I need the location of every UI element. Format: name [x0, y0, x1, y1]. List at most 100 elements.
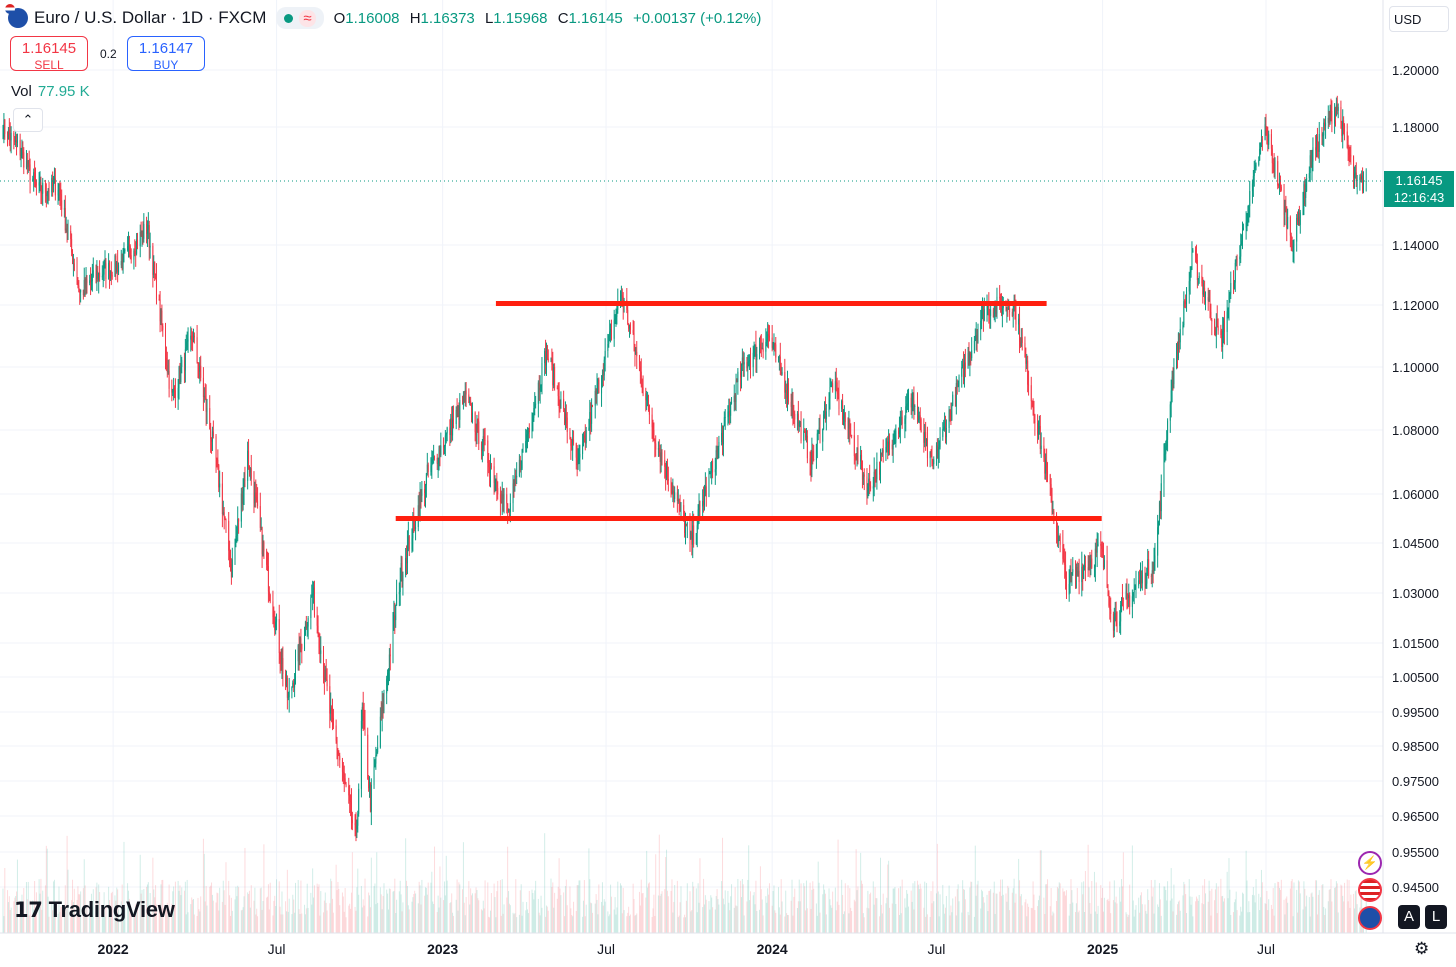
volume-bar [95, 887, 97, 933]
settings-gear-icon[interactable]: ⚙ [1414, 939, 1430, 958]
volume-bar [1177, 904, 1179, 933]
volume-bar [825, 914, 827, 933]
candle-body [704, 486, 706, 495]
candle-body [640, 371, 642, 385]
candle-body [1172, 376, 1174, 385]
candle-body [666, 463, 668, 479]
candle-body [695, 533, 697, 545]
volume-bar [968, 915, 970, 933]
volume-bar [1252, 887, 1254, 933]
volume-bar [1340, 884, 1342, 933]
volume-bar [1056, 900, 1058, 933]
candle-body [1040, 445, 1042, 449]
us-flag-icon[interactable] [1358, 878, 1382, 902]
candle-body [981, 309, 983, 321]
volume-bar [791, 879, 793, 933]
candle-body [493, 466, 495, 483]
volume-bar [733, 907, 735, 933]
candle-body [718, 441, 720, 447]
candle-body [219, 483, 221, 488]
volume-bar [386, 889, 388, 933]
eu-flag-icon[interactable] [1358, 906, 1382, 930]
chart-grid [0, 0, 1383, 933]
volume-bar [775, 912, 777, 933]
candle-body [585, 430, 587, 444]
candle-body [343, 772, 345, 779]
flash-icon[interactable]: ⚡ [1358, 851, 1382, 875]
candle-body [598, 379, 600, 394]
volume-bar [65, 908, 67, 933]
candle-body [51, 178, 53, 193]
volume-bar [1141, 904, 1143, 933]
volume-bar [638, 891, 640, 933]
volume-bar [83, 859, 85, 933]
volume-bar [292, 894, 294, 933]
sell-button[interactable]: 1.16145 SELL [10, 36, 88, 72]
volume-bar [1045, 884, 1047, 933]
volume-bar [723, 904, 725, 933]
candle-body [680, 505, 682, 512]
volume-bar [105, 905, 107, 933]
candle-body [945, 427, 947, 438]
volume-bar [1323, 906, 1325, 933]
volume-bar [861, 880, 863, 933]
candle-body [948, 409, 950, 428]
volume-bar [109, 907, 111, 933]
volume-bar [471, 893, 473, 933]
buy-button[interactable]: 1.16147 BUY [127, 36, 205, 72]
candle-body [1233, 282, 1235, 289]
candle-body [256, 497, 258, 501]
volume-bar [1019, 880, 1021, 933]
volume-bar [375, 904, 377, 933]
candle-body [683, 505, 685, 518]
volume-bar [970, 881, 972, 933]
candle-body [1305, 190, 1307, 198]
volume-bar [1148, 900, 1150, 933]
candle-body [1038, 425, 1040, 432]
volume-bar [300, 880, 302, 933]
volume-bar [727, 890, 729, 933]
volume-bar [912, 883, 914, 933]
volume-bar [405, 838, 407, 933]
candle-body [1344, 125, 1346, 132]
candle-body [323, 676, 325, 680]
candle-body [1264, 124, 1266, 140]
candle-body [83, 279, 85, 296]
candle-body [1253, 169, 1255, 177]
candle-body [312, 593, 314, 596]
log-scale-button[interactable]: L [1425, 905, 1447, 929]
market-open-icon [284, 13, 294, 23]
candle-body [830, 385, 832, 388]
volume-bar [913, 909, 915, 933]
candle-body [677, 499, 679, 502]
candle-body [152, 245, 154, 275]
candle-body [784, 372, 786, 393]
collapse-legend-button[interactable]: ⌃ [13, 108, 43, 132]
volume-bar [257, 916, 259, 933]
volume-bar [831, 907, 833, 933]
candle-body [96, 271, 98, 279]
volume-bar [1027, 903, 1029, 933]
volume-bar [1305, 906, 1307, 933]
candle-body [306, 626, 308, 629]
candle-body [1242, 227, 1244, 231]
volume-bar [77, 886, 79, 933]
volume-bar [1293, 882, 1295, 933]
candle-body [698, 505, 700, 510]
candle-body [162, 325, 164, 330]
market-status-pill[interactable]: ≈ [276, 7, 324, 29]
volume-bar [554, 892, 556, 933]
candle-body [381, 702, 383, 718]
candle-body [63, 208, 65, 210]
volume-bar [1075, 912, 1076, 933]
symbol-title[interactable]: Euro / U.S. Dollar · 1D · FXCM [34, 8, 267, 27]
candle-body [952, 394, 954, 406]
volume-bar [115, 900, 117, 933]
candle-body [773, 342, 775, 347]
candle-body [374, 763, 376, 767]
currency-selector[interactable]: USD [1389, 6, 1449, 32]
auto-scale-button[interactable]: A [1398, 905, 1420, 929]
candle-body [597, 379, 599, 385]
candle-body [1226, 311, 1228, 332]
